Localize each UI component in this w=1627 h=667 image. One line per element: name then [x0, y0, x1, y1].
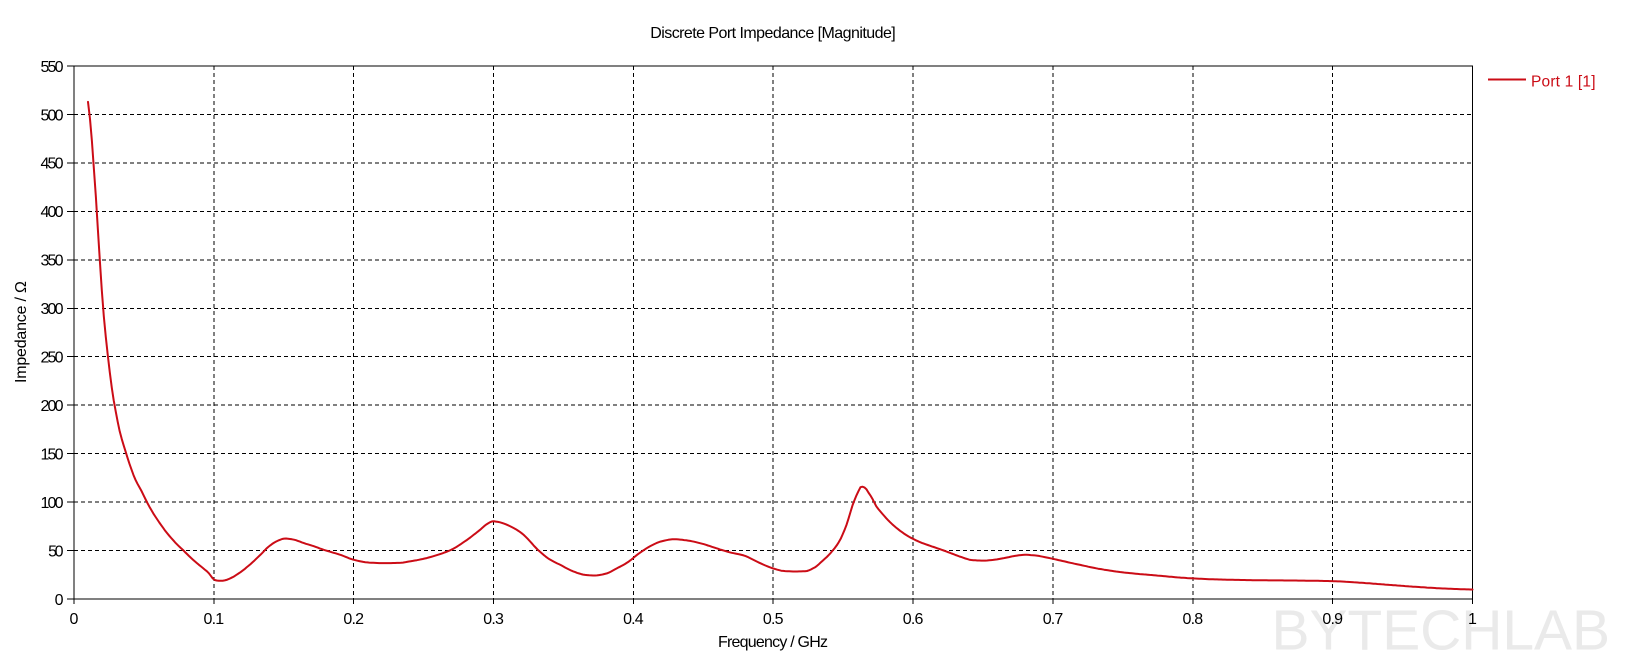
- svg-text:Discrete Port Impedance [Magni: Discrete Port Impedance [Magnitude]: [650, 25, 896, 42]
- svg-text:0.1: 0.1: [204, 611, 225, 628]
- svg-text:1: 1: [1468, 611, 1477, 628]
- svg-text:500: 500: [41, 107, 64, 124]
- svg-text:0.2: 0.2: [343, 611, 364, 628]
- svg-text:450: 450: [41, 156, 64, 173]
- svg-text:0.6: 0.6: [903, 611, 924, 628]
- svg-text:200: 200: [41, 398, 64, 415]
- svg-text:0.8: 0.8: [1183, 611, 1204, 628]
- svg-text:100: 100: [41, 495, 64, 512]
- svg-text:0: 0: [55, 592, 64, 609]
- svg-text:Frequency / GHz: Frequency / GHz: [718, 634, 828, 651]
- svg-text:0: 0: [70, 611, 79, 628]
- svg-text:BYTECHLAB: BYTECHLAB: [1272, 599, 1611, 663]
- svg-text:250: 250: [41, 350, 64, 367]
- svg-text:0.9: 0.9: [1322, 611, 1343, 628]
- svg-text:0.7: 0.7: [1043, 611, 1064, 628]
- svg-text:0.3: 0.3: [483, 611, 504, 628]
- svg-text:350: 350: [41, 253, 64, 270]
- svg-text:300: 300: [41, 301, 64, 318]
- svg-text:Impedance / Ω: Impedance / Ω: [13, 281, 30, 383]
- svg-text:0.4: 0.4: [623, 611, 644, 628]
- svg-text:550: 550: [41, 59, 64, 76]
- svg-text:Port 1 [1]: Port 1 [1]: [1531, 74, 1596, 91]
- svg-text:0.5: 0.5: [763, 611, 784, 628]
- svg-text:50: 50: [48, 543, 63, 560]
- svg-text:150: 150: [41, 446, 64, 463]
- svg-text:400: 400: [41, 204, 64, 221]
